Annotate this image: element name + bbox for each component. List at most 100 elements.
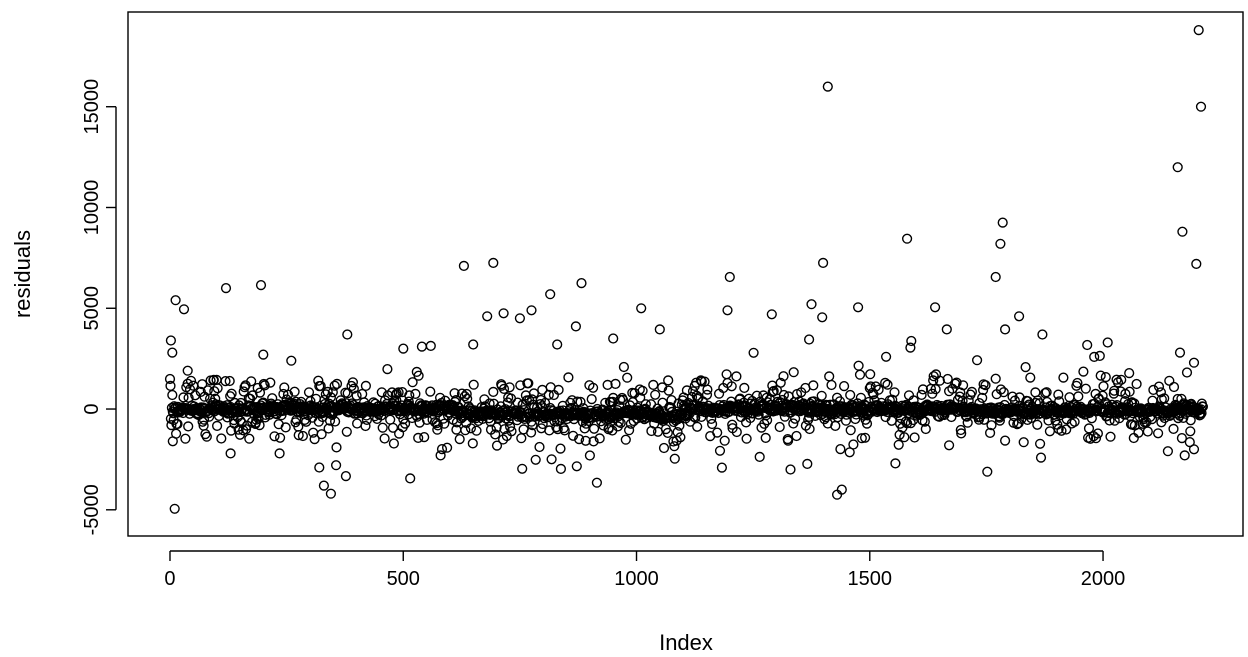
data-point xyxy=(315,380,326,392)
data-point xyxy=(1168,423,1179,435)
data-point xyxy=(178,392,189,403)
data-point xyxy=(429,417,441,428)
data-point xyxy=(169,503,180,514)
x-tick-label: 1000 xyxy=(614,568,659,590)
data-point xyxy=(1056,425,1067,436)
data-point xyxy=(873,384,884,395)
data-point xyxy=(1025,372,1036,383)
data-point xyxy=(450,395,462,406)
data-point xyxy=(930,384,941,395)
data-point xyxy=(1124,368,1135,379)
data-point xyxy=(1142,426,1153,437)
data-point xyxy=(325,488,337,499)
data-point xyxy=(615,394,626,406)
data-point xyxy=(528,388,540,399)
data-point xyxy=(293,430,304,441)
data-point xyxy=(456,388,468,399)
data-point xyxy=(1037,329,1048,340)
data-point xyxy=(838,381,850,392)
data-point xyxy=(774,421,785,433)
data-point xyxy=(608,333,619,344)
data-point xyxy=(570,321,582,332)
data-point xyxy=(845,425,856,436)
data-point xyxy=(254,387,266,398)
data-point xyxy=(957,380,969,391)
data-point xyxy=(672,427,683,438)
data-point xyxy=(341,426,352,437)
data-point xyxy=(313,375,324,386)
data-point xyxy=(164,373,176,385)
data-point xyxy=(209,386,220,397)
data-point xyxy=(836,484,847,495)
data-point xyxy=(870,381,881,392)
data-point xyxy=(225,391,236,402)
data-point xyxy=(571,461,582,472)
data-point xyxy=(760,432,771,444)
data-point xyxy=(645,399,657,410)
data-point xyxy=(778,371,789,382)
data-point xyxy=(835,444,846,455)
data-point xyxy=(360,380,372,392)
data-point xyxy=(754,451,765,463)
data-point xyxy=(342,329,353,340)
data-point xyxy=(721,369,732,380)
data-point xyxy=(246,376,257,387)
data-point xyxy=(803,411,815,423)
data-point xyxy=(461,388,472,400)
data-point xyxy=(817,257,829,269)
y-tick-label: 0 xyxy=(81,403,103,414)
data-point xyxy=(1174,347,1186,358)
data-point xyxy=(919,416,930,427)
data-point xyxy=(845,389,856,401)
data-point xyxy=(995,384,1007,395)
data-point xyxy=(1053,389,1064,400)
data-point xyxy=(280,422,291,433)
data-point xyxy=(576,278,587,289)
data-point xyxy=(803,334,815,345)
data-point xyxy=(1102,337,1113,348)
data-point xyxy=(419,432,430,443)
data-point xyxy=(425,386,436,397)
data-point xyxy=(405,473,416,484)
x-tick-label: 500 xyxy=(387,568,420,590)
data-point xyxy=(1197,401,1209,412)
data-point xyxy=(889,387,900,398)
data-point xyxy=(1058,372,1069,383)
x-tick-label: 1500 xyxy=(848,568,893,590)
data-point xyxy=(1020,362,1031,373)
data-point xyxy=(1082,339,1093,351)
data-point xyxy=(831,489,843,500)
data-point xyxy=(636,303,647,314)
data-point xyxy=(460,425,471,436)
data-point xyxy=(238,386,249,397)
data-point xyxy=(1188,357,1200,368)
data-point xyxy=(1131,378,1142,390)
data-point xyxy=(517,463,528,474)
data-point xyxy=(512,397,523,408)
data-point xyxy=(806,299,817,310)
data-point xyxy=(618,361,630,373)
data-point xyxy=(955,424,966,436)
data-point xyxy=(436,444,448,455)
data-point xyxy=(167,389,178,401)
data-point xyxy=(998,387,1009,398)
data-point xyxy=(702,384,713,395)
data-point xyxy=(165,335,177,346)
data-point xyxy=(905,342,916,353)
data-point xyxy=(1061,424,1072,435)
data-point xyxy=(1196,408,1207,419)
data-point xyxy=(320,389,331,400)
data-point xyxy=(635,392,646,403)
data-point xyxy=(559,425,570,436)
data-point xyxy=(880,377,891,389)
data-point xyxy=(1181,367,1193,378)
data-point xyxy=(1044,426,1056,437)
data-point xyxy=(563,372,574,383)
data-point xyxy=(1066,418,1077,429)
data-point xyxy=(995,238,1006,249)
data-point xyxy=(303,387,315,398)
data-point xyxy=(865,369,876,380)
data-point xyxy=(1100,372,1111,383)
data-point xyxy=(439,418,450,429)
data-point xyxy=(167,347,178,358)
